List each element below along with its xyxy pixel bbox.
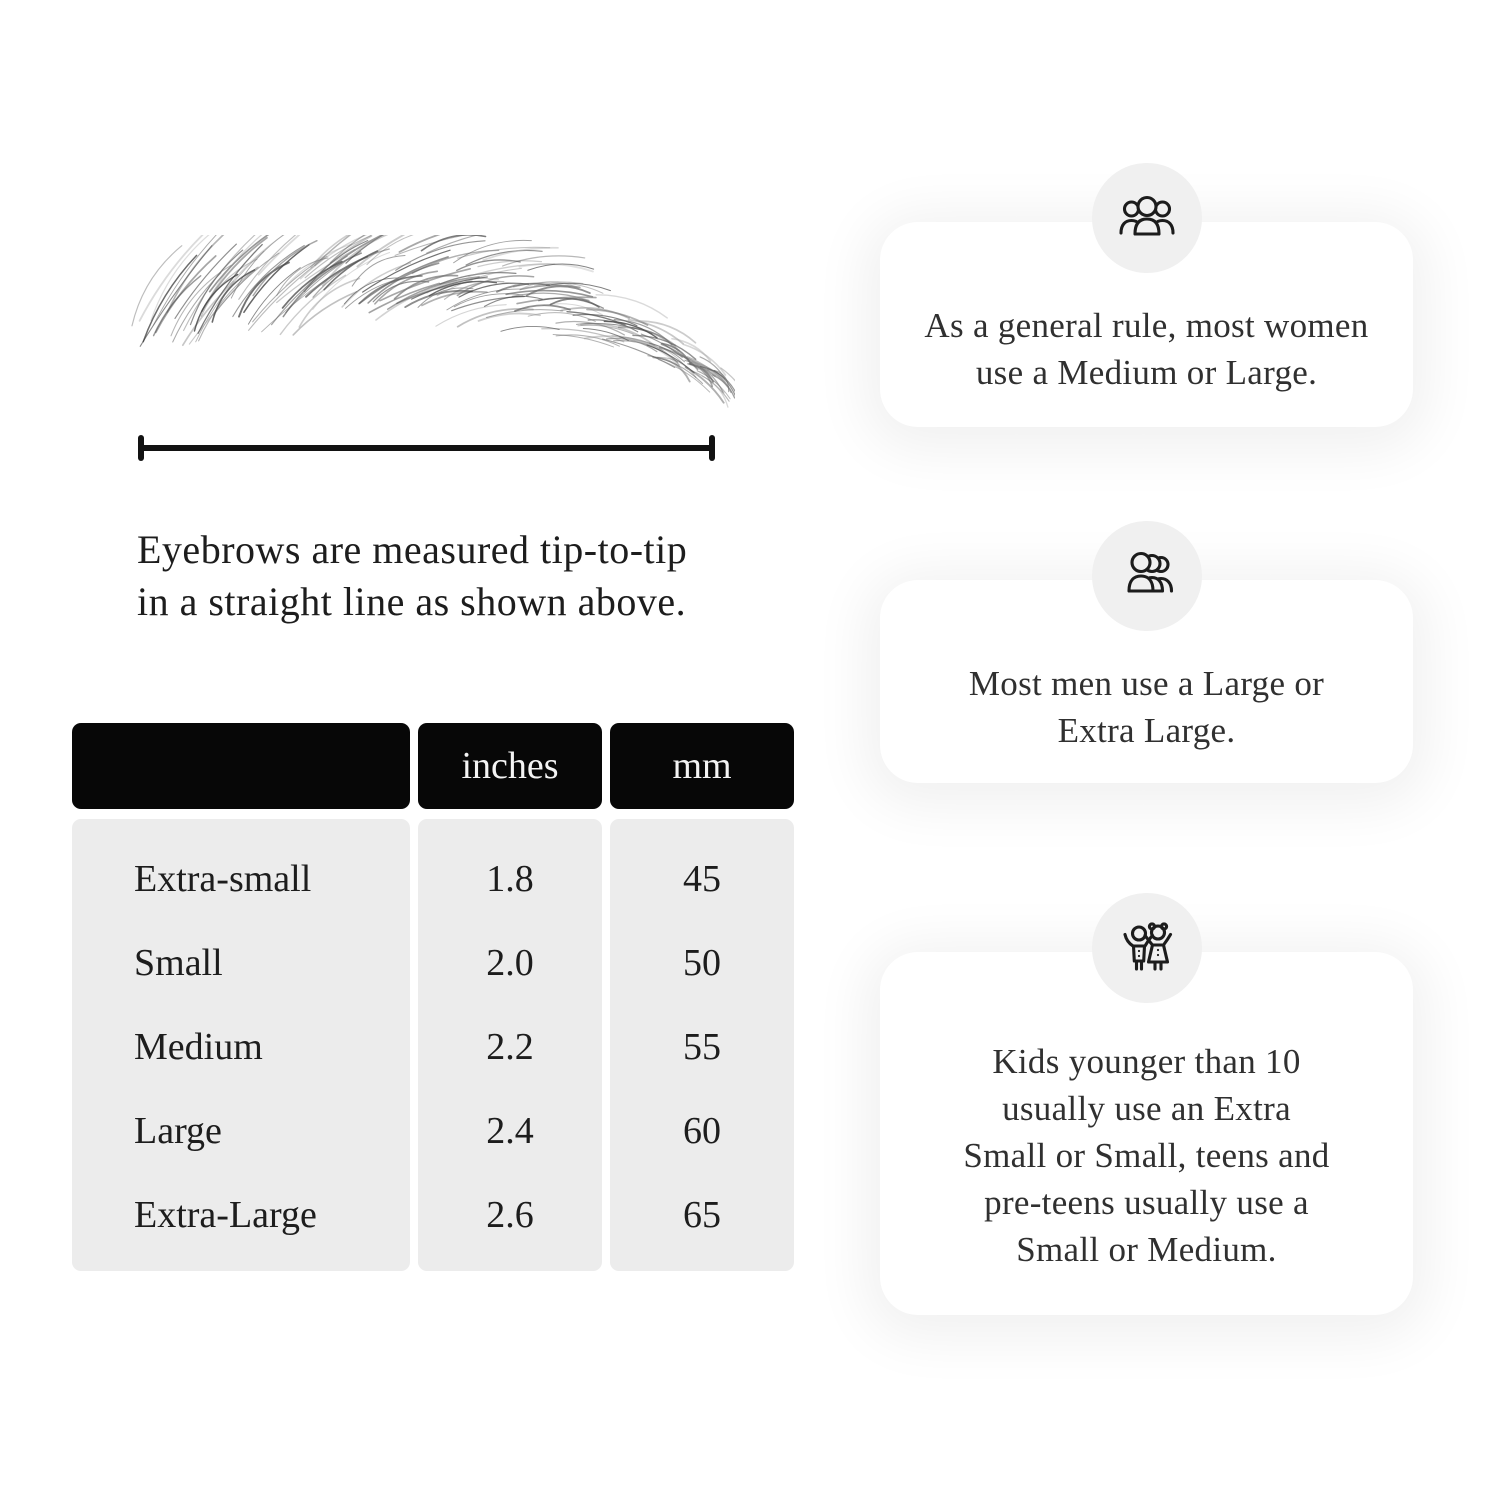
measurement-line — [138, 435, 715, 461]
measurement-tick-right — [709, 435, 715, 461]
table-cell-inches: 2.4 — [486, 1110, 534, 1152]
card-text-line: As a general rule, most women — [924, 306, 1369, 345]
measurement-caption: Eyebrows are measured tip-to-tip in a st… — [137, 524, 757, 628]
card-text-line: usually use an Extra — [1002, 1089, 1291, 1128]
card-text-line: Small or Medium. — [1016, 1230, 1277, 1269]
caption-line-1: Eyebrows are measured tip-to-tip — [137, 527, 688, 572]
eyebrow-illustration — [131, 235, 735, 408]
table-cell-mm: 55 — [683, 1026, 721, 1068]
table-cell-mm: 65 — [683, 1194, 721, 1236]
table-cell-inches: 2.2 — [486, 1026, 534, 1068]
table-cell-mm: 45 — [683, 858, 721, 900]
card-text: Most men use a Large or Extra Large. — [880, 580, 1413, 754]
icon-circle — [1091, 521, 1202, 631]
card-text-line: Small or Small, teens and — [963, 1136, 1330, 1175]
kids-icon — [1122, 922, 1172, 971]
info-card-men: Most men use a Large or Extra Large. — [880, 521, 1413, 783]
info-card-kids: Kids younger than 10 usually use an Extr… — [880, 893, 1413, 1315]
women-group-icon — [1118, 195, 1175, 236]
table-row-label: Small — [134, 942, 223, 984]
table-cell-inches: 2.0 — [486, 942, 534, 984]
measurement-bar — [140, 445, 713, 451]
caption-line-2: in a straight line as shown above. — [137, 579, 687, 624]
info-card-women: As a general rule, most women use a Medi… — [880, 163, 1413, 427]
table-cell-inches: 2.6 — [486, 1194, 534, 1236]
icon-circle — [1091, 893, 1202, 1003]
card-text-line: Most men use a Large or — [968, 664, 1325, 703]
table-header-mm: mm — [610, 723, 794, 809]
size-table-body: Extra-small Small Medium Large Extra-Lar… — [72, 819, 794, 1271]
table-column-size: Extra-small Small Medium Large Extra-Lar… — [72, 819, 410, 1271]
table-row-label: Extra-small — [134, 858, 312, 900]
table-column-inches: 1.8 2.0 2.2 2.4 2.6 — [418, 819, 602, 1271]
size-table-header: inches mm — [72, 723, 794, 809]
card-text: As a general rule, most women use a Medi… — [880, 222, 1413, 396]
table-row-label: Large — [134, 1110, 222, 1152]
card-text: Kids younger than 10 usually use an Extr… — [880, 952, 1413, 1273]
card-text-line: pre-teens usually use a — [984, 1183, 1309, 1222]
table-row-label: Medium — [134, 1026, 263, 1068]
table-cell-mm: 60 — [683, 1110, 721, 1152]
card-text-line: Extra Large. — [1057, 711, 1236, 750]
card-text-line: use a Medium or Large. — [975, 353, 1318, 392]
table-header-inches: inches — [418, 723, 602, 809]
table-column-mm: 45 50 55 60 65 — [610, 819, 794, 1271]
icon-circle — [1091, 163, 1202, 273]
card-text-line: Kids younger than 10 — [992, 1042, 1301, 1081]
men-group-icon — [1126, 551, 1173, 593]
table-cell-mm: 50 — [683, 942, 721, 984]
table-row-label: Extra-Large — [134, 1194, 317, 1236]
table-header-size — [72, 723, 410, 809]
table-cell-inches: 1.8 — [486, 858, 534, 900]
